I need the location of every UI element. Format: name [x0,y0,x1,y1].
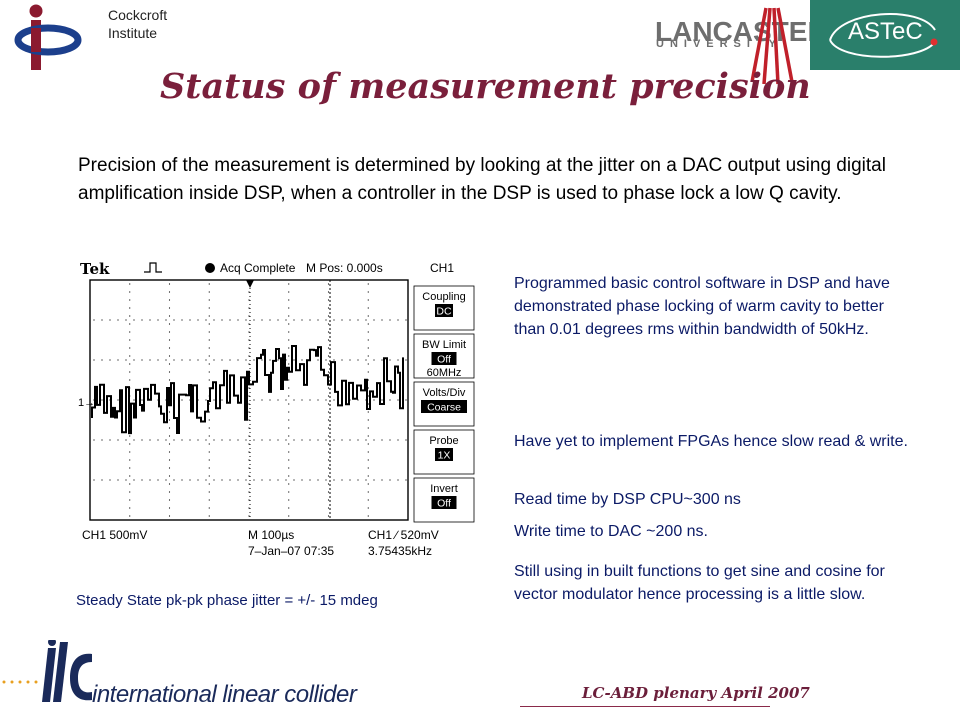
right-point-1: Programmed basic control software in DSP… [514,275,890,338]
frequency-readout: 3.75435kHz [368,544,432,558]
scope-caption: Steady State pk-pk phase jitter = +/- 15… [76,592,378,609]
scope-menu-label: BW Limit [422,339,466,351]
slide-title: Status of measurement precision [160,66,811,107]
scope-menu-label: Coupling [422,291,465,303]
scope-menu-value-box [421,400,467,413]
scope-mpos: M Pos: 0.000s [306,261,383,275]
scope-menu-label: Probe [429,435,458,447]
scope-menu-label: Invert [430,483,458,495]
right-point-4: Write time to DAC ~200 ns. [514,523,708,540]
scope-menu-value: Off [437,354,451,366]
institute-line-1: Cockcroft [108,7,168,23]
astec-label: ASTeC [848,18,923,45]
trigger-readout: CH1 ∕ 520mV [368,528,439,542]
scope-graticule [89,279,409,521]
jitter-waveform [91,345,404,435]
astec-swoosh-icon [829,13,938,58]
astec-logo [810,0,960,70]
scope-status: Acq Complete [220,261,296,275]
cockcroft-logo [14,4,82,70]
time-scale: M 100µs [248,528,294,542]
scope-menu-value-box [431,352,457,365]
right-point-2: Have yet to implement FPGAs hence slow r… [514,433,908,450]
footer-divider [520,706,770,707]
trigger-position-icon [246,280,254,288]
ilc-dots-icon [2,680,38,684]
scope-menu-value: Off [437,498,451,510]
right-point-3: Read time by DSP CPU~300 ns [514,491,741,508]
trigger-waveform-icon [144,262,162,273]
scope-menu-value: Coarse [427,402,461,414]
cockcroft-institute-label: Cockcroft Institute [108,6,167,42]
scope-menu-extra: 60MHz [427,367,462,379]
acq-indicator-icon [205,263,215,273]
lancaster-wordmark: LANCASTER [655,16,828,47]
scope-menu-label: Volts/Div [423,387,466,399]
scope-menu-value-box [435,448,453,461]
ilc-letters-icon [42,640,92,702]
right-point-5: Still using in built functions to get si… [514,563,885,603]
intro-paragraph: Precision of the measurement is determin… [78,155,886,204]
institute-line-2: Institute [108,25,158,41]
ch1-marker: 1→ [78,397,95,409]
ch1-scale: CH1 500mV [82,528,147,542]
scope-menu-value: DC [436,306,452,318]
ilc-wordmark: international linear collider [92,681,357,708]
oscilloscope-screenshot: Tek Acq Complete M Pos: 0.000s CH1 1→ Co… [78,258,478,563]
scope-menu-value-box [431,496,457,509]
scope-date: 7–Jan–07 07:35 [248,544,334,558]
scope-brand: Tek [80,260,110,278]
scope-menu-value: 1X [438,450,451,462]
ilc-logo [2,640,92,702]
scope-channel: CH1 [430,261,454,275]
scope-menu-value-box [435,304,453,317]
event-footer: LC-ABD plenary April 2007 [582,684,810,702]
university-wordmark: UNIVERSITY [656,38,783,50]
